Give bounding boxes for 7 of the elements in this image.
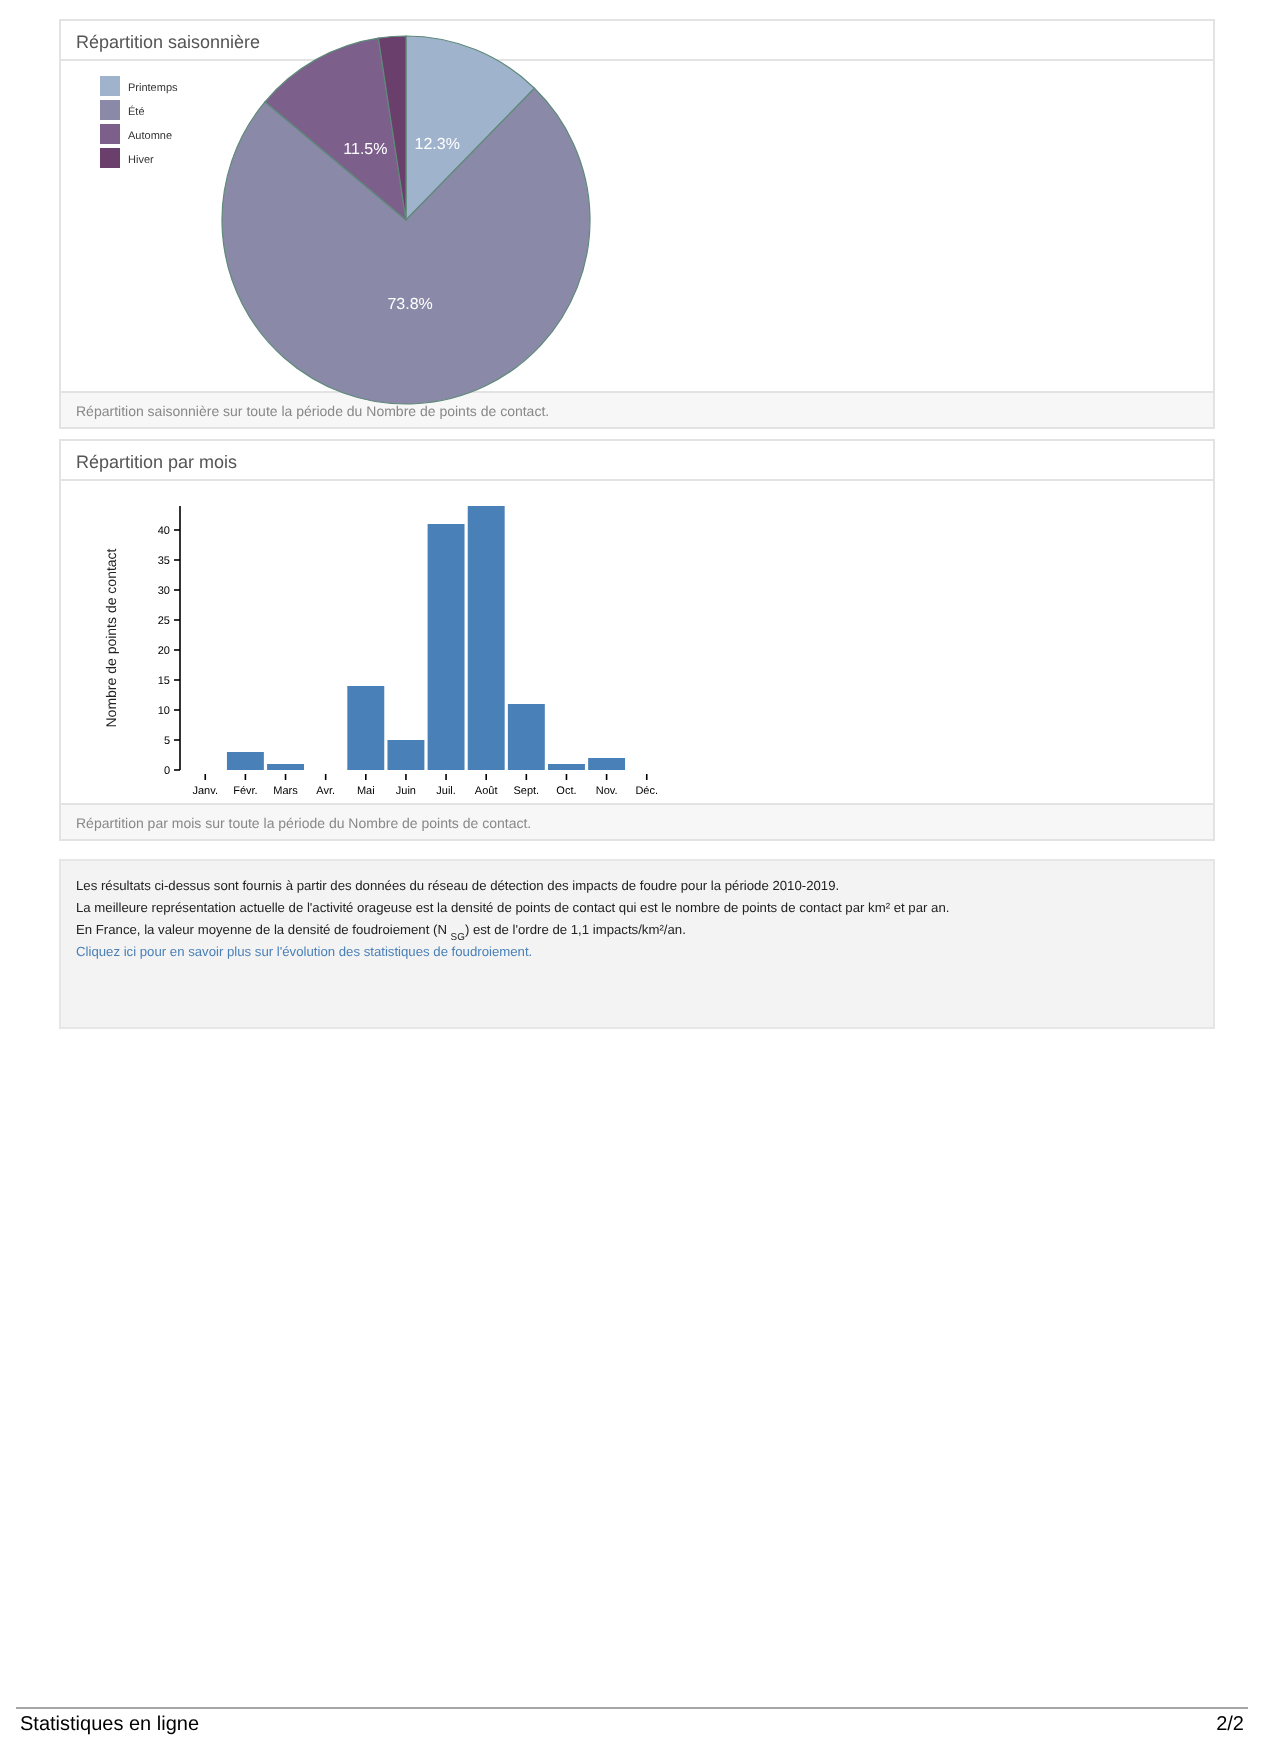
chart-title: Répartition par mois: [76, 452, 239, 472]
text: Statistiques en ligne: [20, 1714, 200, 1736]
data-label: 11.5%: [343, 139, 388, 158]
text: 2/2: [1216, 1714, 1245, 1736]
data-label: 73.8%: [387, 294, 433, 313]
data-label: 12.3%: [414, 135, 460, 154]
chart-title: Répartition saisonnière: [76, 32, 261, 52]
